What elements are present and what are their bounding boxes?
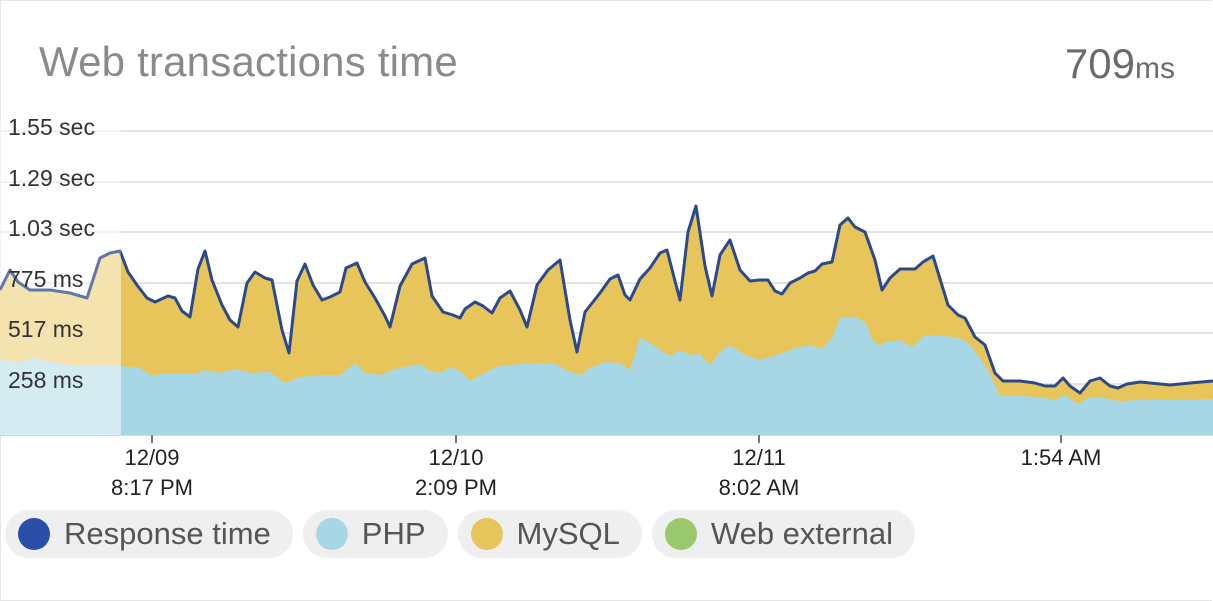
y-axis-label: 517 ms xyxy=(8,316,84,342)
legend-item-mysql[interactable]: MySQL xyxy=(457,510,642,558)
x-axis-ticks xyxy=(151,435,1062,443)
chart-title: Web transactions time xyxy=(39,38,458,85)
y-axis-label: 1.55 sec xyxy=(8,114,95,140)
legend: Response time PHP MySQL Web external xyxy=(5,510,915,558)
summary-value-unit: ms xyxy=(1135,52,1175,85)
summary-value-number: 709 xyxy=(1064,40,1135,87)
response-time-line xyxy=(0,204,1213,395)
php-dot-icon xyxy=(315,518,348,550)
x-axis-label: 12/10 2:09 PM xyxy=(415,445,497,500)
legend-item-response-time[interactable]: Response time xyxy=(5,510,293,558)
legend-label: Web external xyxy=(710,516,893,551)
x-axis-label: 1:54 AM xyxy=(1020,445,1102,470)
mysql-dot-icon xyxy=(470,518,503,550)
legend-item-php[interactable]: PHP xyxy=(302,510,448,558)
legend-label: Response time xyxy=(64,516,271,551)
y-axis-label: 1.03 sec xyxy=(8,215,95,241)
legend-label: MySQL xyxy=(516,516,620,551)
legend-item-web-external[interactable]: Web external xyxy=(651,510,915,558)
y-axis-label: 775 ms xyxy=(8,266,84,292)
x-axis-label: 12/09 8:17 PM xyxy=(111,445,193,500)
out-of-range-shade xyxy=(0,120,121,435)
y-axis-label: 1.29 sec xyxy=(8,165,95,191)
summary-value: 709ms xyxy=(1065,40,1175,88)
web-external-dot-icon xyxy=(664,518,697,550)
response-time-dot-icon xyxy=(18,518,50,550)
php-area xyxy=(0,318,1213,435)
legend-label: PHP xyxy=(361,516,426,551)
y-axis-label: 258 ms xyxy=(8,367,84,393)
x-axis-label: 12/11 8:02 AM xyxy=(718,445,800,500)
